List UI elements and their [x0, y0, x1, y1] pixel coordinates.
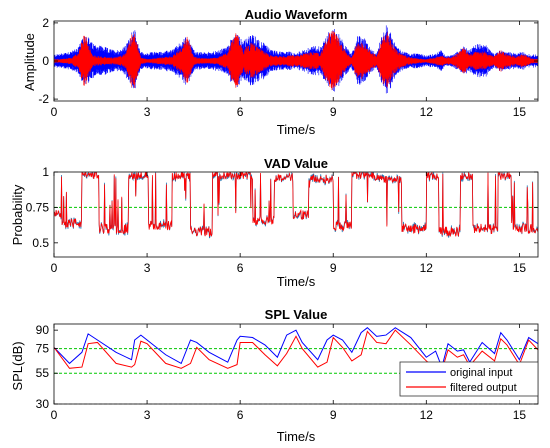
spl-value-plot-area — [53, 323, 539, 405]
x-tick-label: 0 — [51, 408, 58, 422]
x-tick-label: 15 — [513, 408, 527, 422]
x-tick-label: 9 — [330, 408, 337, 422]
y-tick-label: 0.75 — [26, 200, 50, 214]
audio-waveform-title: Audio Waveform — [245, 7, 348, 22]
x-tick-label: 15 — [513, 105, 527, 119]
y-tick-label: 90 — [36, 323, 50, 337]
audio-waveform-y-label: Amplitude — [22, 33, 37, 91]
x-tick-label: 6 — [237, 105, 244, 119]
y-tick-label: 30 — [36, 397, 50, 411]
y-tick-label: -2 — [38, 92, 49, 106]
vad-value-plot-area — [53, 171, 539, 258]
series-filtered-waveform — [54, 31, 538, 91]
vad-value-x-label: Time/s — [277, 274, 316, 289]
vad-value-x-ticks: 0 3 6 9 12 15 — [51, 172, 527, 275]
x-tick-label: 12 — [420, 408, 434, 422]
panel-vad-value: VAD Value 0 3 6 9 12 15 0.5 0.75 1 Time/s Proba… — [10, 156, 539, 289]
audio-waveform-x-ticks: 0 3 6 9 12 15 — [51, 21, 527, 119]
spl-value-x-label: Time/s — [277, 429, 316, 444]
series-vad-filtered — [54, 172, 538, 238]
x-tick-label: 9 — [330, 105, 337, 119]
y-tick-label: 1 — [42, 165, 49, 179]
vad-value-y-ticks: 0.5 0.75 1 — [26, 165, 538, 250]
x-tick-label: 3 — [144, 261, 151, 275]
legend-label-original: original input — [450, 367, 512, 379]
x-tick-label: 6 — [237, 408, 244, 422]
legend-box — [399, 361, 539, 397]
audio-waveform-plot-area — [53, 20, 539, 102]
series-spl-original-input — [53, 327, 539, 369]
x-tick-label: 3 — [144, 408, 151, 422]
y-tick-label: 55 — [36, 366, 50, 380]
x-tick-label: 12 — [420, 261, 434, 275]
audio-waveform-x-label: Time/s — [277, 122, 316, 137]
audio-waveform-y-ticks: -2 0 2 — [38, 16, 538, 106]
x-tick-label: 9 — [330, 261, 337, 275]
x-tick-label: 3 — [144, 105, 151, 119]
x-tick-label: 0 — [51, 261, 58, 275]
spl-value-x-ticks: 0 3 6 9 12 15 — [51, 324, 527, 422]
y-tick-label: 0 — [42, 54, 49, 68]
panel-spl-value: SPL Value 0 3 6 9 12 15 30 55 75 90 Time/s SPL(d… — [10, 307, 539, 444]
spl-value-y-label: SPL(dB) — [10, 341, 25, 390]
spl-value-title: SPL Value — [265, 307, 328, 322]
series-spl-filtered-output — [53, 329, 539, 372]
x-tick-label: 15 — [513, 261, 527, 275]
y-tick-label: 0.5 — [32, 236, 49, 250]
vad-value-title: VAD Value — [264, 156, 328, 171]
x-tick-label: 0 — [51, 105, 58, 119]
y-tick-label: 75 — [36, 342, 50, 356]
legend-label-filtered: filtered output — [450, 382, 517, 394]
panel-audio-waveform: Audio Waveform 0 3 6 9 12 15 -202 Time/s Ampl… — [22, 7, 539, 137]
y-tick-label: 2 — [42, 16, 49, 30]
spl-legend: original input filtered output — [399, 361, 539, 397]
vad-value-axes-box — [53, 171, 539, 258]
x-tick-label: 12 — [420, 105, 434, 119]
spl-value-y-ticks: 30 55 75 90 — [36, 323, 538, 411]
x-tick-label: 6 — [237, 261, 244, 275]
vad-value-y-label: Probability — [10, 184, 25, 245]
